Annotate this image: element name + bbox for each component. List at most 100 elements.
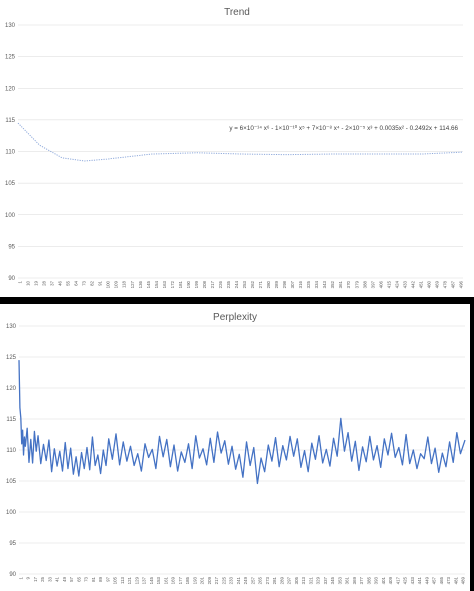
data-point: [278, 466, 280, 468]
data-point: [362, 446, 364, 448]
data-point: [144, 443, 146, 445]
x-tick-label: 385: [366, 576, 371, 584]
data-point: [452, 462, 454, 464]
data-point: [456, 432, 458, 434]
series-line: [17, 122, 464, 162]
data-point: [84, 160, 86, 162]
data-point: [438, 472, 440, 474]
data-point: [315, 459, 317, 461]
data-point: [21, 443, 23, 445]
x-tick-label: 257: [250, 576, 255, 584]
x-tick-label: 28: [42, 280, 47, 285]
data-point: [78, 475, 80, 477]
x-tick-label: 361: [338, 280, 343, 288]
perplexity-chart-title: Perplexity: [213, 312, 257, 323]
data-point: [105, 465, 107, 467]
x-tick-label: 271: [258, 280, 263, 288]
data-point: [242, 476, 244, 478]
data-point: [51, 471, 53, 473]
data-point: [271, 460, 273, 462]
data-point: [380, 467, 382, 469]
x-tick-label: 201: [200, 576, 205, 584]
data-point: [126, 460, 128, 462]
data-point: [344, 450, 346, 452]
data-point: [289, 436, 291, 438]
data-point: [264, 471, 266, 473]
x-tick-label: 473: [446, 576, 451, 584]
x-tick-label: 163: [162, 280, 167, 288]
x-tick-label: 352: [330, 280, 335, 288]
x-tick-label: 55: [66, 280, 71, 285]
x-tick-label: 177: [178, 576, 183, 584]
data-point: [464, 439, 466, 441]
x-tick-label: 17: [33, 576, 38, 581]
x-tick-label: 129: [134, 576, 139, 584]
y-tick-label: 105: [6, 479, 17, 485]
x-tick-label: 73: [82, 280, 87, 285]
y-tick-label: 125: [6, 355, 17, 361]
data-point: [70, 447, 72, 449]
trendline-equation: y = 6×10⁻¹⁴ x⁶ - 1×10⁻¹⁰ x⁵ + 7×10⁻⁸ x⁴ …: [229, 125, 458, 132]
data-point: [130, 445, 132, 447]
series-line: [18, 360, 466, 485]
y-tick-label: 100: [5, 213, 16, 219]
data-point: [449, 441, 451, 443]
data-point: [141, 470, 143, 472]
x-tick-label: 199: [194, 280, 199, 288]
data-point: [241, 153, 243, 155]
x-tick-label: 441: [417, 576, 422, 584]
x-tick-label: 343: [322, 280, 327, 288]
data-point: [180, 451, 182, 453]
x-tick-label: 415: [386, 280, 391, 288]
x-tick-label: 46: [58, 280, 63, 285]
perplexity-chart-plot: 90 95 100 105 110 115 120 125 130 1 9 17 25 33 41 49 57 6…: [6, 324, 466, 584]
y-tick-label: 95: [9, 541, 16, 547]
x-tick-label: 91: [98, 280, 103, 285]
x-tick-label: 401: [381, 576, 386, 584]
data-point: [195, 435, 197, 437]
data-point: [282, 445, 284, 447]
data-point: [86, 447, 88, 449]
x-tick-label: 145: [146, 280, 151, 288]
x-tick-label: 379: [354, 280, 359, 288]
data-point: [166, 439, 168, 441]
data-point: [32, 462, 34, 464]
data-point: [64, 442, 66, 444]
data-point: [81, 452, 83, 454]
y-tick-label: 120: [5, 86, 16, 92]
y-tick-label: 115: [5, 118, 15, 124]
x-tick-label: 208: [202, 280, 207, 288]
x-tick-label: 433: [410, 576, 415, 584]
data-point: [462, 151, 464, 153]
x-tick-label: 73: [84, 576, 89, 581]
data-point: [329, 465, 331, 467]
x-tick-label: 161: [163, 576, 168, 584]
data-point: [376, 445, 378, 447]
data-point: [108, 438, 110, 440]
x-tick-label: 100: [106, 280, 111, 288]
x-tick-label: 409: [388, 576, 393, 584]
data-point: [59, 450, 61, 452]
data-point: [260, 457, 262, 459]
y-tick-label: 90: [9, 572, 16, 578]
data-point: [122, 441, 124, 443]
data-point: [217, 431, 219, 433]
y-tick-label: 95: [8, 244, 15, 250]
x-tick-label: 369: [352, 576, 357, 584]
x-tick-label: 469: [434, 280, 439, 288]
x-tick-label: 417: [395, 576, 400, 584]
data-point: [220, 452, 222, 454]
data-point: [253, 447, 255, 449]
data-point: [296, 438, 298, 440]
x-tick-label: 451: [418, 280, 423, 288]
data-point: [19, 407, 21, 409]
x-tick-label: 82: [90, 280, 95, 285]
y-tick-label: 90: [8, 276, 15, 282]
x-tick-label: 353: [337, 576, 342, 584]
data-point: [206, 464, 208, 466]
data-point: [25, 445, 27, 447]
data-point: [307, 471, 309, 473]
x-tick-label: 121: [127, 576, 132, 584]
x-tick-label: 262: [250, 280, 255, 288]
data-point: [238, 454, 240, 456]
